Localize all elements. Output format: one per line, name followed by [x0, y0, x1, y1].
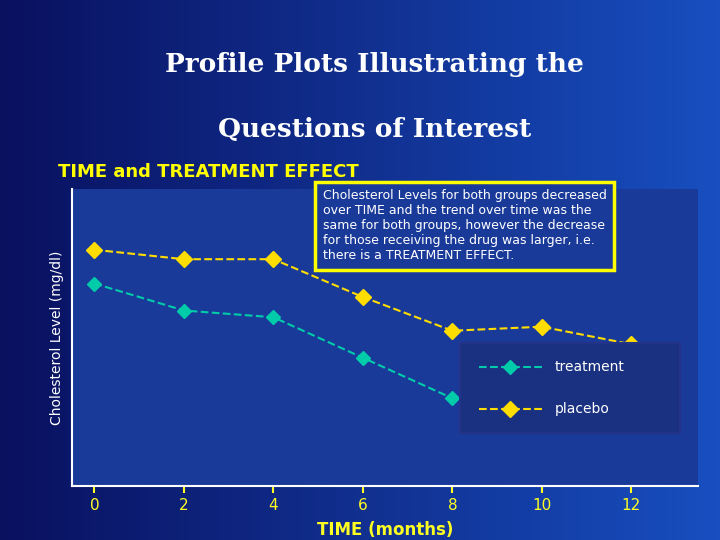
- Text: treatment: treatment: [554, 360, 624, 374]
- treatment: [179, 307, 188, 314]
- treatment: [537, 395, 546, 402]
- placebo: [179, 256, 188, 262]
- Text: placebo: placebo: [554, 402, 609, 416]
- Line: placebo: placebo: [89, 244, 637, 350]
- placebo: [627, 341, 636, 348]
- placebo: [269, 256, 278, 262]
- FancyBboxPatch shape: [460, 343, 680, 433]
- treatment: [359, 355, 367, 361]
- placebo: [537, 323, 546, 330]
- Text: Profile Plots Illustrating the: Profile Plots Illustrating the: [165, 52, 584, 77]
- placebo: [448, 327, 456, 334]
- Text: Cholesterol Levels for both groups decreased
over TIME and the trend over time w: Cholesterol Levels for both groups decre…: [323, 189, 606, 262]
- treatment: [448, 395, 456, 402]
- treatment: [627, 413, 636, 419]
- X-axis label: TIME (months): TIME (months): [317, 521, 454, 539]
- Text: Questions of Interest: Questions of Interest: [217, 117, 531, 142]
- placebo: [90, 247, 99, 253]
- placebo: [359, 294, 367, 300]
- treatment: [90, 280, 99, 287]
- Y-axis label: Cholesterol Level (mg/dl): Cholesterol Level (mg/dl): [50, 251, 63, 424]
- treatment: [269, 314, 278, 320]
- Line: treatment: treatment: [89, 279, 636, 421]
- Text: TIME and TREATMENT EFFECT: TIME and TREATMENT EFFECT: [58, 163, 359, 181]
